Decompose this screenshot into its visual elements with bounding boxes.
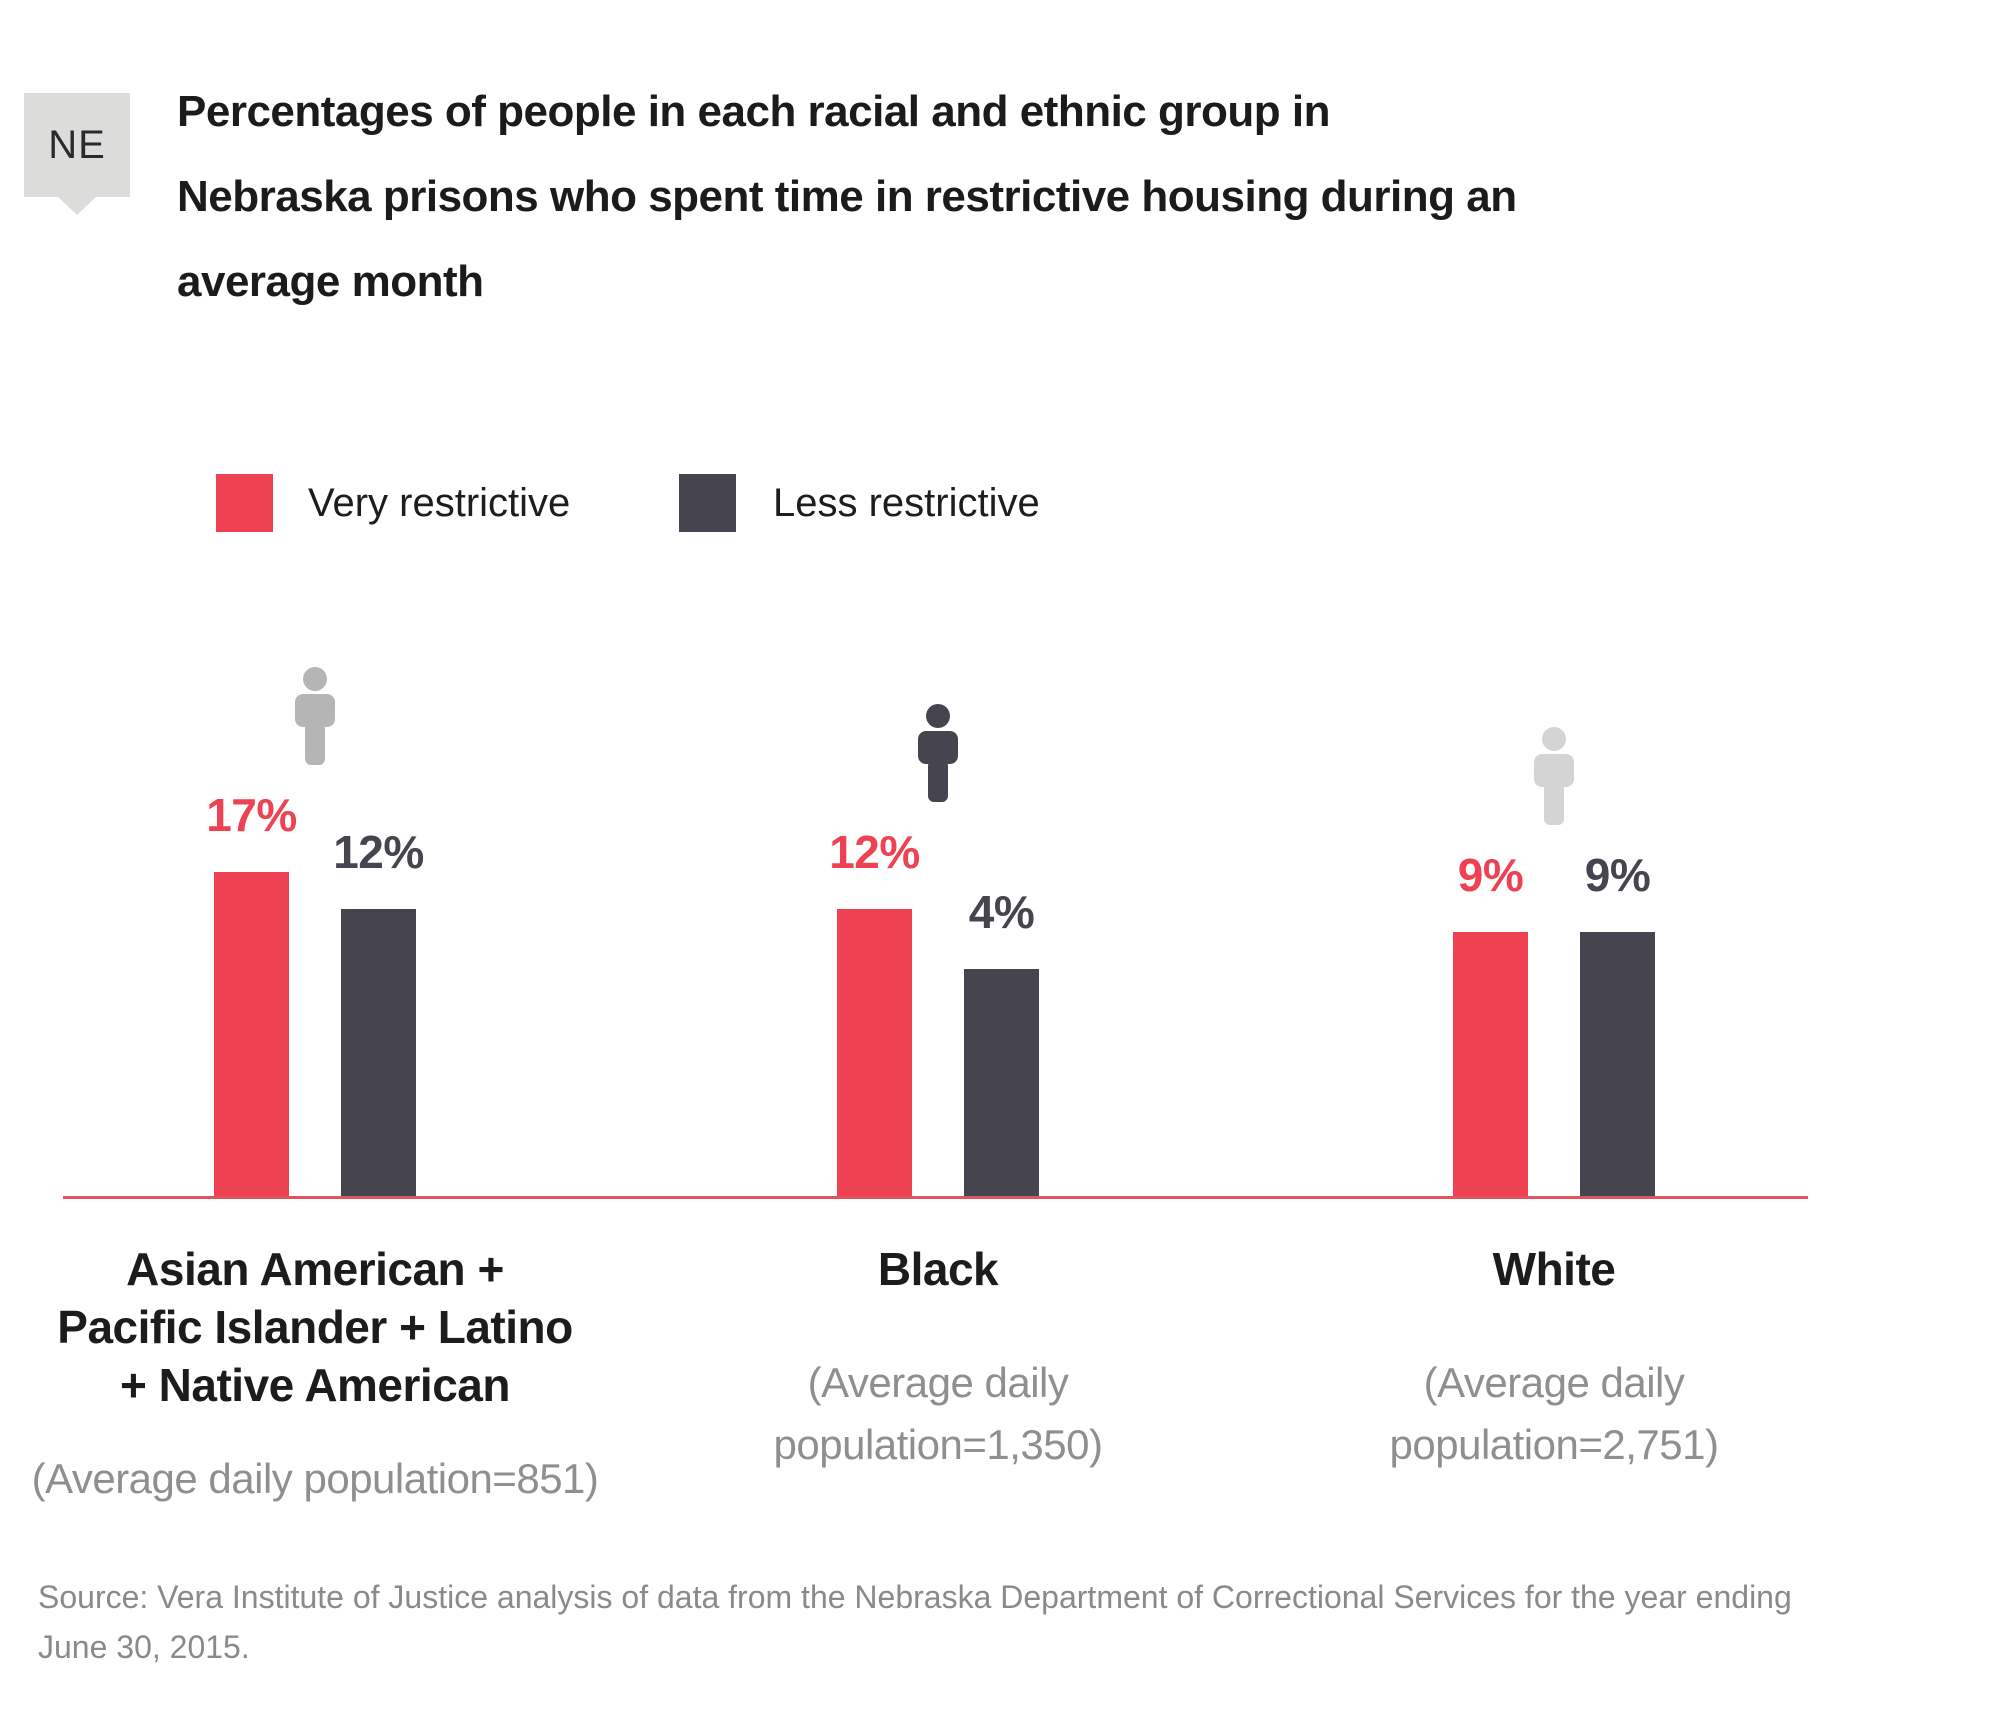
population-sublabel: (Average daily population=2,751) (1390, 1352, 1719, 1476)
legend-label-very-restrictive: Very restrictive (308, 481, 571, 525)
category-label-line: Asian American + (126, 1243, 504, 1295)
value-label-less-restrictive: 12% (333, 826, 424, 878)
value-label-very-restrictive: 17% (206, 789, 297, 841)
chart-title-line-2: Nebraska prisons who spent time in restr… (177, 172, 1517, 221)
category-label-line: Black (877, 1243, 999, 1295)
population-sublabel-line: (Average daily (807, 1359, 1069, 1406)
bar-less-restrictive (964, 969, 1039, 1197)
category-label-line: White (1492, 1243, 1616, 1295)
person-icon (916, 704, 960, 804)
category-label-line: + Native American (120, 1359, 510, 1411)
legend-swatch-very-restrictive (216, 474, 273, 532)
value-label-very-restrictive: 9% (1457, 849, 1524, 901)
source-note: Source: Vera Institute of Justice analys… (38, 1572, 1792, 1672)
value-label-less-restrictive: 4% (968, 886, 1035, 938)
legend-label-less-restrictive: Less restrictive (773, 481, 1040, 525)
population-sublabel-line: population=2,751) (1389, 1421, 1719, 1468)
population-sublabel: (Average daily population=1,350) (774, 1352, 1103, 1476)
source-note-line-1: Source: Vera Institute of Justice analys… (38, 1579, 1792, 1615)
population-sublabel: (Average daily population=851) (32, 1448, 599, 1510)
chart-title: Percentages of people in each racial and… (177, 69, 1517, 324)
category-label: White (1493, 1240, 1616, 1298)
chart-title-line-1: Percentages of people in each racial and… (177, 87, 1330, 136)
bar-very-restrictive (1453, 932, 1528, 1197)
category-label-line: Pacific Islander + Latino (57, 1301, 573, 1353)
state-badge-label: NE (48, 122, 106, 167)
population-sublabel-line: (Average daily (1423, 1359, 1685, 1406)
value-label-very-restrictive: 12% (829, 826, 920, 878)
bar-very-restrictive (214, 872, 289, 1197)
bar-less-restrictive (1580, 932, 1655, 1197)
axis-baseline (63, 1196, 1808, 1199)
state-badge: NE (24, 93, 130, 197)
bar-less-restrictive (341, 909, 416, 1197)
population-sublabel-line: population=1,350) (773, 1421, 1103, 1468)
legend-swatch-less-restrictive (679, 474, 736, 532)
population-sublabel-line: (Average daily population=851) (31, 1455, 599, 1502)
category-label: Black (877, 1240, 999, 1298)
value-label-less-restrictive: 9% (1584, 849, 1651, 901)
chart-title-line-3: average month (177, 257, 484, 306)
state-badge-pointer (57, 196, 97, 215)
category-label: Asian American + Pacific Islander + Latin… (57, 1240, 573, 1414)
source-note-line-2: June 30, 2015. (38, 1629, 250, 1665)
person-icon (1532, 727, 1576, 827)
bar-very-restrictive (837, 909, 912, 1197)
person-icon (293, 667, 337, 767)
